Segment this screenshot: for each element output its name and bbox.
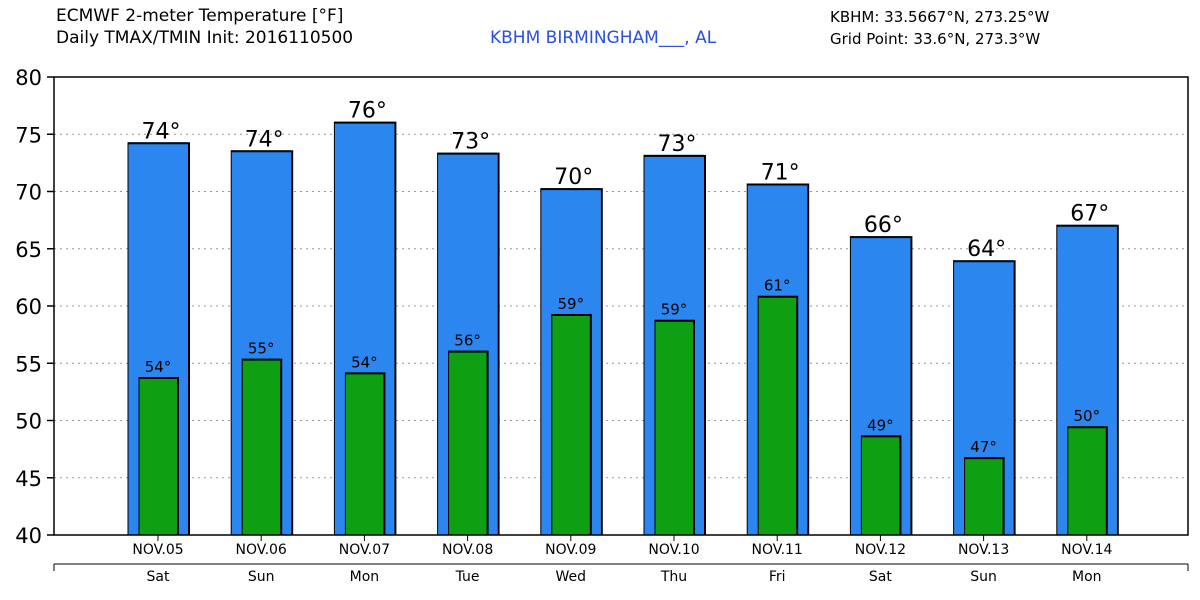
tmax-label: 73° [451, 130, 490, 155]
tmin-bar [1067, 426, 1106, 535]
tmax-label: 67° [1070, 202, 1109, 227]
tmin-bar [448, 350, 487, 535]
x-day-label: Fri [769, 569, 786, 585]
x-date-label: NOV.06 [236, 542, 287, 558]
grid-point-coordinates: Grid Point: 33.6°N, 273.3°W [830, 30, 1041, 48]
tmin-label: 50° [1074, 407, 1101, 425]
tmin-label: 54° [351, 353, 378, 371]
y-tick-label: 45 [15, 467, 42, 491]
x-day-label: Thu [660, 569, 687, 585]
tmin-label: 59° [661, 301, 688, 319]
tmax-label: 76° [348, 99, 387, 124]
x-day-label: Wed [556, 569, 587, 585]
x-date-label: NOV.12 [855, 542, 906, 558]
tmin-label: 61° [764, 277, 791, 295]
tmax-label: 74° [142, 119, 181, 144]
x-date-label: NOV.07 [339, 542, 390, 558]
x-day-label: Sat [147, 569, 170, 585]
station-coordinates: KBHM: 33.5667°N, 273.25°W [830, 8, 1050, 26]
tmin-bar [551, 314, 590, 535]
x-date-label: NOV.14 [1061, 542, 1112, 558]
tmax-label: 66° [864, 213, 903, 238]
y-tick-label: 40 [15, 524, 42, 548]
x-day-label: Sun [970, 569, 997, 585]
x-day-label: Tue [455, 569, 480, 585]
y-tick-label: 70 [15, 181, 42, 205]
tmax-label: 71° [761, 160, 800, 185]
x-date-label: NOV.09 [545, 542, 596, 558]
x-day-label: Sun [248, 569, 275, 585]
tmax-label: 70° [554, 165, 593, 190]
chart-title: ECMWF 2-meter Temperature [°F] [56, 6, 344, 26]
x-day-label: Mon [1072, 569, 1102, 585]
x-date-label: NOV.08 [442, 542, 493, 558]
tmin-bar [758, 295, 797, 535]
y-tick-label: 65 [15, 238, 42, 262]
tmin-label: 54° [145, 358, 172, 376]
tmax-label: 64° [967, 237, 1006, 262]
y-tick-label: 60 [15, 295, 42, 319]
x-date-label: NOV.10 [648, 542, 699, 558]
plot-frame [53, 76, 1189, 536]
y-tick-label: 50 [15, 410, 42, 434]
tmin-bar [964, 457, 1003, 535]
tmin-bar [861, 435, 900, 535]
y-tick-label: 75 [15, 123, 42, 147]
x-date-label: NOV.11 [752, 542, 803, 558]
chart-subtitle: Daily TMAX/TMIN Init: 2016110500 [56, 28, 354, 48]
y-tick-label: 55 [15, 352, 42, 376]
tmin-label: 55° [248, 340, 275, 358]
station-name: KBHM BIRMINGHAM___, AL [490, 28, 717, 48]
tmin-label: 47° [970, 438, 997, 456]
x-day-label: Sat [869, 569, 892, 585]
tmin-label: 56° [454, 332, 481, 350]
x-date-label: NOV.13 [958, 542, 1009, 558]
tmin-bar [345, 372, 384, 535]
x-date-label: NOV.05 [132, 542, 183, 558]
y-tick-label: 80 [15, 66, 42, 90]
tmin-label: 49° [867, 416, 894, 434]
tmax-label: 73° [658, 132, 697, 157]
tmax-label: 74° [245, 127, 284, 152]
tmin-bar [655, 319, 693, 535]
tmin-bar [139, 376, 177, 535]
x-day-label: Mon [350, 569, 380, 585]
tmin-bar [242, 358, 281, 535]
tmin-label: 59° [558, 295, 585, 313]
